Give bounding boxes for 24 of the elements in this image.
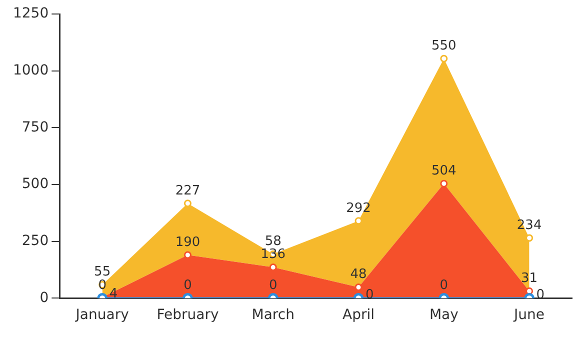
x-tick-label: March [252, 307, 294, 324]
data-label: 136 [260, 247, 286, 262]
y-tick-label: 750 [22, 119, 49, 136]
y-tick-label: 500 [22, 176, 49, 192]
data-label: 48 [350, 267, 367, 282]
data-label: 550 [432, 38, 456, 54]
data-label: 55 [94, 264, 111, 280]
data-label: 0 [184, 278, 192, 294]
x-tick-label: May [429, 307, 458, 324]
data-label: 0 [268, 278, 278, 294]
data-label: 58 [264, 234, 282, 249]
x-tick-label: February [156, 307, 219, 324]
y-tick-label: 1000 [12, 62, 49, 78]
y-tick-label: 1250 [12, 6, 49, 22]
data-label: 4 [109, 286, 118, 302]
data-label: 190 [175, 234, 200, 250]
y-tick-label: 0 [40, 290, 49, 306]
x-tick-label: April [342, 307, 375, 324]
data-label: 0 [440, 278, 448, 294]
x-tick-label: January [74, 307, 129, 324]
x-tick-label: June [513, 307, 545, 324]
y-tick-label: 250 [22, 233, 49, 249]
data-label: 504 [432, 163, 456, 178]
data-label: 227 [175, 183, 200, 198]
